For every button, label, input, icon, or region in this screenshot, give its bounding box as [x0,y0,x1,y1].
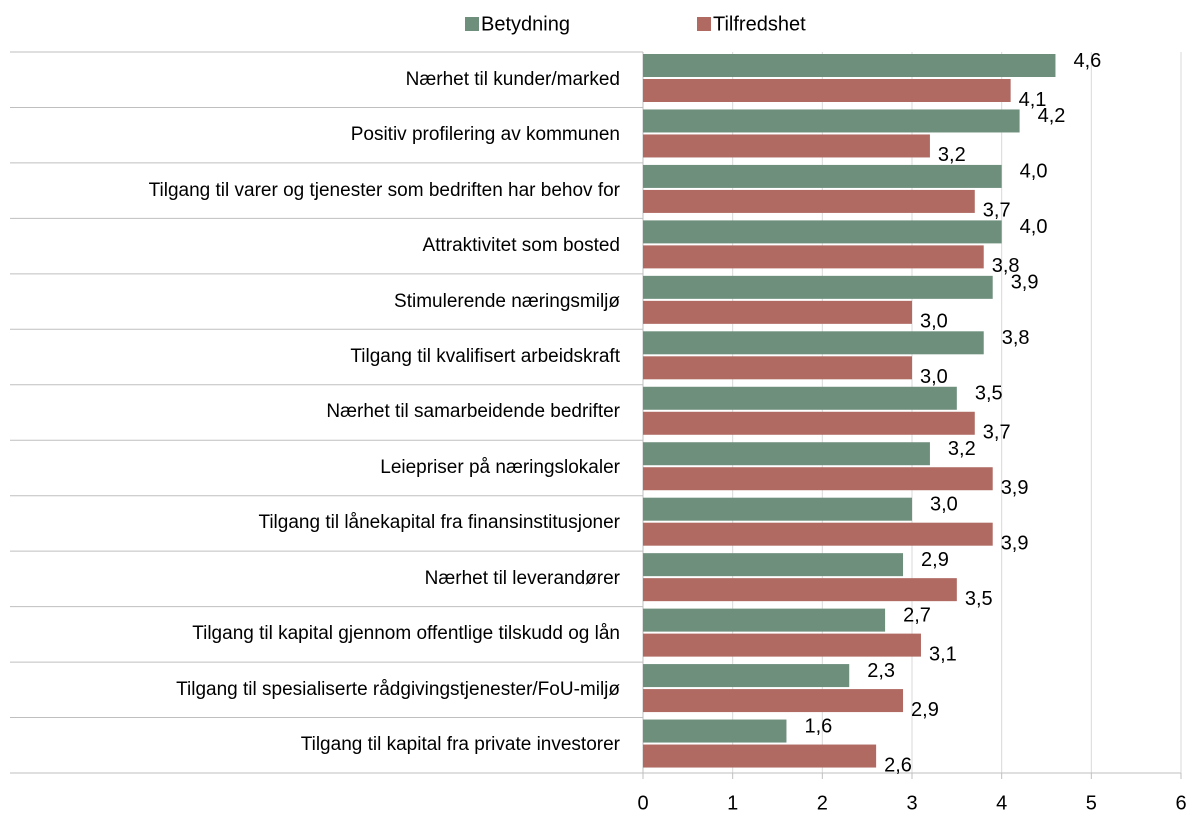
bar [643,134,930,158]
category-text: Tilgang til varer og tjenester som bedri… [148,179,620,201]
bar [643,189,975,213]
data-label: 4,2 [1038,105,1066,127]
data-label: 3,9 [1011,272,1039,294]
category-text: Leiepriser på næringslokaler [380,456,620,478]
bar [643,54,1056,77]
category-text: Nærhet til samarbeidende bedrifter [326,401,620,423]
x-tick-label: 4 [996,792,1007,814]
x-tick-label: 0 [637,792,648,814]
category-label: Tilgang til kapital fra private investor… [10,718,620,773]
data-label: 3,2 [938,144,966,166]
category-label: Tilgang til lånekapital fra finansinstit… [10,496,620,551]
data-label: 3,8 [1002,327,1030,349]
category-text: Tilgang til kapital fra private investor… [300,734,620,756]
data-label: 3,0 [920,311,948,333]
x-tick-label: 2 [817,792,828,814]
category-text: Tilgang til lånekapital fra finansinstit… [258,512,620,534]
data-label: 3,5 [975,383,1003,405]
category-text: Nærhet til kunder/marked [405,68,620,90]
bar [643,744,877,768]
data-label: 3,1 [929,643,957,665]
bar [643,245,984,269]
bar [643,275,993,299]
category-label: Tilgang til spesialiserte rådgivingstjen… [10,662,620,717]
bar [643,522,993,546]
bar [643,719,787,743]
data-label: 2,7 [903,604,931,626]
category-label: Tilgang til kapital gjennom offentlige t… [10,607,620,662]
data-label: 3,7 [983,200,1011,222]
data-label: 4,6 [1073,50,1101,72]
bar [643,386,957,410]
bar [643,411,975,435]
bar [643,164,1002,188]
bar [643,109,1020,133]
category-text: Tilgang til spesialiserte rådgivingstjen… [176,678,620,700]
bar [643,220,1002,244]
data-label: 1,6 [804,715,832,737]
data-label: 2,9 [921,549,949,571]
legend-swatch [465,17,479,31]
bar [643,356,912,380]
category-label: Nærhet til samarbeidende bedrifter [10,385,620,440]
bar [643,578,957,602]
bar [643,608,886,632]
data-label: 3,9 [1001,532,1029,554]
category-label: Positiv profilering av kommunen [10,107,620,162]
legend-label: Tilfredshet [713,13,806,35]
category-text: Positiv profilering av kommunen [350,124,620,146]
category-label: Nærhet til leverandører [10,551,620,606]
category-text: Tilgang til kvalifisert arbeidskraft [350,346,620,368]
bar [643,553,904,577]
data-label: 3,0 [930,493,958,515]
category-label: Tilgang til kvalifisert arbeidskraft [10,329,620,384]
bar [643,467,993,491]
data-label: 4,1 [1019,89,1047,111]
x-tick-label: 6 [1175,792,1186,814]
data-label: 4,0 [1020,216,1048,238]
category-label: Nærhet til kunder/marked [10,52,620,107]
category-label: Attraktivitet som bosted [10,218,620,273]
data-label: 2,6 [884,754,912,776]
data-label: 3,9 [1001,477,1029,499]
bar [643,664,850,688]
legend-swatch [697,17,711,31]
bar [643,689,904,713]
x-tick-label: 1 [727,792,738,814]
x-tick-label: 5 [1086,792,1097,814]
data-label: 3,0 [920,366,948,388]
category-label: Tilgang til varer og tjenester som bedri… [10,163,620,218]
bar [643,79,1011,102]
category-text: Tilgang til kapital gjennom offentlige t… [192,623,620,645]
category-text: Stimulerende næringsmiljø [394,290,620,312]
data-label: 3,7 [983,422,1011,444]
bar [643,331,984,355]
data-label: 3,2 [948,438,976,460]
bar [643,442,930,466]
x-tick-label: 3 [906,792,917,814]
category-label: Stimulerende næringsmiljø [10,274,620,329]
data-label: 2,9 [911,699,939,721]
bar [643,497,912,521]
category-text: Attraktivitet som bosted [422,235,620,257]
bar [643,633,921,657]
category-label: Leiepriser på næringslokaler [10,440,620,495]
data-label: 3,5 [965,588,993,610]
bar [643,300,912,324]
category-text: Nærhet til leverandører [424,567,620,589]
data-label: 3,8 [992,255,1020,277]
data-label: 4,0 [1020,161,1048,183]
data-label: 2,3 [867,660,895,682]
legend-label: Betydning [481,13,570,35]
